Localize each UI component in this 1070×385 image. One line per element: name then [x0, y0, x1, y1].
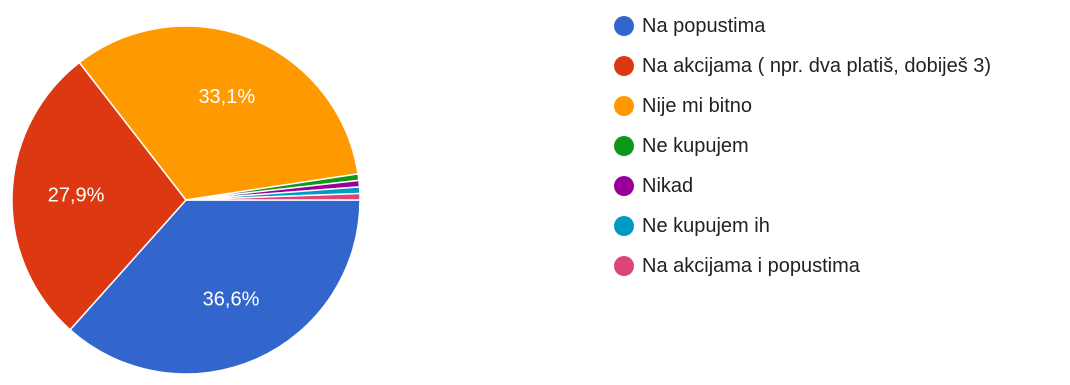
legend-label: Ne kupujem	[642, 134, 749, 157]
legend-swatch	[614, 56, 634, 76]
legend-label: Nije mi bitno	[642, 94, 753, 117]
legend-label: Ne kupujem ih	[642, 214, 770, 237]
legend-swatch	[614, 216, 634, 236]
pie-slice[interactable]	[11, 61, 187, 331]
legend-item[interactable]: Ne kupujem	[614, 126, 991, 166]
slice-label: 36,6%	[203, 289, 260, 311]
legend-label: Nikad	[642, 174, 694, 197]
legend-swatch	[614, 136, 634, 156]
legend-item[interactable]: Nije mi bitno	[614, 86, 991, 126]
legend-swatch	[614, 16, 634, 36]
legend-label: Na akcijama ( npr. dva platiš, dobiješ 3…	[642, 54, 992, 77]
slice-label: 27,9%	[48, 184, 105, 206]
legend-item[interactable]: Ne kupujem ih	[614, 206, 991, 246]
pie-slice[interactable]	[69, 199, 361, 375]
pie-slice[interactable]	[185, 192, 361, 201]
legend-item[interactable]: Na akcijama ( npr. dva platiš, dobiješ 3…	[614, 46, 991, 86]
legend-swatch	[614, 176, 634, 196]
legend-swatch	[614, 96, 634, 116]
legend-label: Na popustima	[642, 14, 766, 37]
legend-item[interactable]: Na akcijama i popustima	[614, 246, 991, 286]
legend-item[interactable]: Nikad	[614, 166, 991, 206]
pie-slice[interactable]	[78, 25, 359, 201]
legend-label: Na akcijama i popustima	[642, 254, 860, 277]
pie-chart: 36,6% 27,9% 33,1%	[11, 25, 361, 375]
legend-swatch	[614, 256, 634, 276]
slice-label: 33,1%	[198, 86, 255, 108]
legend-item[interactable]: Na popustima	[614, 6, 991, 46]
legend: Na popustima Na akcijama ( npr. dva plat…	[614, 6, 991, 286]
